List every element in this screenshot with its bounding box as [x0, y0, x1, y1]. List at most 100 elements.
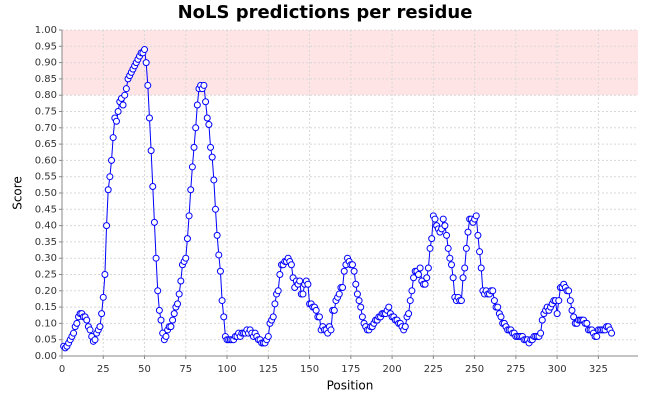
data-point: [106, 173, 114, 181]
y-tick-label: 0.60: [35, 155, 57, 166]
y-tick-label: 0.05: [35, 335, 57, 346]
data-point: [112, 117, 120, 125]
data-point: [142, 59, 150, 67]
x-axis-label: Position: [327, 379, 374, 393]
x-tick-label: 50: [138, 364, 151, 375]
data-point: [446, 254, 454, 262]
data-point: [86, 326, 94, 334]
data-point: [410, 274, 418, 282]
data-point: [188, 163, 196, 171]
data-point: [497, 313, 505, 321]
data-point: [157, 316, 165, 324]
y-tick-label: 1.00: [35, 25, 57, 36]
data-point: [441, 222, 449, 230]
data-point: [457, 297, 465, 305]
data-point: [553, 310, 561, 318]
data-point: [472, 212, 480, 220]
y-tick-label: 0.75: [35, 107, 57, 118]
y-tick-label: 0.55: [35, 172, 57, 183]
y-tick-label: 0.45: [35, 204, 57, 215]
data-point: [489, 287, 497, 295]
data-point: [414, 271, 422, 278]
data-point: [203, 114, 211, 122]
data-point: [476, 248, 484, 256]
data-point: [103, 222, 111, 230]
data-point: [169, 316, 177, 324]
data-point: [187, 186, 195, 194]
x-tick-label: 100: [217, 364, 236, 375]
y-tick-label: 0.80: [35, 90, 57, 101]
data-point: [339, 284, 347, 292]
data-point: [593, 332, 601, 340]
data-point: [353, 290, 361, 298]
data-point: [494, 303, 502, 311]
data-point: [269, 313, 277, 321]
data-point: [208, 153, 216, 161]
data-point: [566, 297, 574, 305]
data-point: [421, 280, 429, 288]
data-point: [141, 46, 149, 54]
data-point: [70, 329, 78, 337]
data-point: [183, 235, 191, 243]
x-tick-label: 325: [589, 364, 608, 375]
data-point: [355, 297, 363, 305]
data-point: [155, 306, 163, 314]
data-point: [150, 218, 158, 226]
data-point: [104, 186, 112, 194]
data-point: [145, 114, 153, 122]
data-point: [444, 244, 452, 252]
data-point: [439, 215, 447, 223]
data-point: [121, 91, 129, 99]
data-point: [213, 231, 221, 239]
data-point: [327, 326, 335, 334]
data-point: [167, 323, 175, 331]
data-point: [565, 287, 573, 295]
data-point: [210, 176, 218, 184]
data-point: [101, 271, 109, 278]
data-point: [568, 306, 576, 314]
data-point: [114, 108, 122, 115]
data-point: [211, 205, 219, 213]
data-point: [274, 287, 282, 295]
data-point: [312, 306, 320, 314]
y-tick-label: 0.10: [35, 318, 57, 329]
data-point: [207, 143, 215, 151]
data-point: [215, 251, 223, 259]
data-point: [583, 319, 591, 327]
data-point: [443, 231, 451, 239]
data-point: [147, 147, 155, 155]
data-point: [264, 332, 272, 340]
data-point: [109, 134, 117, 142]
data-point: [408, 287, 416, 295]
data-point: [108, 156, 116, 164]
data-point: [144, 81, 152, 89]
data-point: [182, 254, 190, 262]
data-point: [358, 313, 366, 321]
data-point: [190, 143, 198, 151]
data-point: [431, 215, 439, 223]
y-tick-label: 0.65: [35, 139, 57, 150]
data-point: [296, 277, 304, 285]
data-point: [448, 261, 456, 269]
x-tick-label: 150: [300, 364, 319, 375]
data-point: [330, 306, 338, 314]
data-point: [570, 313, 578, 321]
data-point: [73, 319, 81, 327]
chart-title: NoLS predictions per residue: [178, 2, 473, 23]
data-point: [461, 264, 469, 272]
data-point: [83, 316, 91, 324]
data-point: [462, 244, 470, 252]
data-point: [406, 297, 414, 305]
data-point: [149, 182, 157, 190]
data-point: [205, 121, 213, 129]
y-tick-label: 0.00: [35, 351, 57, 362]
x-tick-label: 175: [341, 364, 360, 375]
y-tick-label: 0.70: [35, 123, 57, 134]
data-point: [449, 274, 457, 282]
data-point: [200, 81, 208, 89]
x-tick-label: 225: [424, 364, 443, 375]
data-point: [405, 310, 413, 318]
data-point: [350, 267, 358, 275]
data-point: [424, 264, 432, 272]
data-point: [276, 271, 284, 278]
